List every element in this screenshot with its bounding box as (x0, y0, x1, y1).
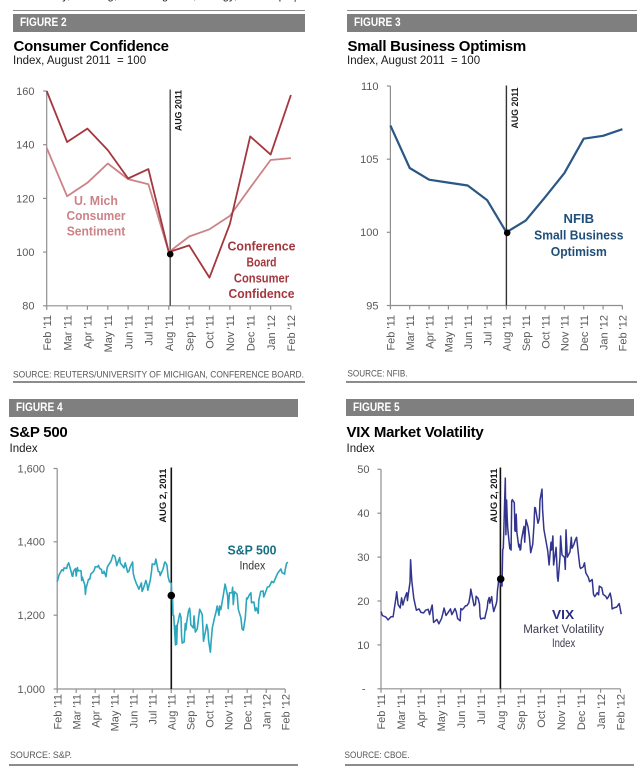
svg-text:50: 50 (357, 464, 369, 476)
svg-text:100: 100 (360, 227, 378, 239)
svg-text:SOURCE: S&P.: SOURCE: S&P. (10, 750, 72, 760)
svg-text:Sep '11: Sep '11 (516, 694, 528, 730)
svg-text:-: - (362, 684, 366, 696)
svg-text:Dec '11: Dec '11 (242, 694, 254, 730)
svg-text:Aug '11: Aug '11 (496, 694, 508, 730)
svg-text:Jul '11: Jul '11 (482, 315, 494, 346)
svg-text:Nov '11: Nov '11 (225, 315, 237, 351)
svg-text:U. Mich: U. Mich (74, 194, 118, 208)
svg-text:Sep '11: Sep '11 (521, 315, 533, 351)
svg-text:Feb '11: Feb '11 (376, 694, 388, 730)
svg-text:105: 105 (360, 154, 378, 166)
svg-text:Board: Board (247, 255, 277, 270)
svg-text:Apr '11: Apr '11 (90, 694, 102, 728)
svg-text:95: 95 (366, 300, 378, 312)
svg-text:Sentiment: Sentiment (67, 224, 126, 238)
svg-text:SOURCE: NFIB.: SOURCE: NFIB. (348, 369, 408, 379)
svg-text:SOURCE: CBOE.: SOURCE: CBOE. (345, 750, 410, 760)
svg-text:160: 160 (16, 86, 34, 98)
svg-text:Jan '12: Jan '12 (266, 315, 278, 350)
svg-text:Nov '11: Nov '11 (223, 694, 235, 730)
svg-text:1,000: 1,000 (17, 684, 45, 696)
svg-text:Oct '11: Oct '11 (204, 694, 216, 728)
svg-text:Jul '11: Jul '11 (476, 694, 488, 725)
svg-text:NFIB: NFIB (564, 211, 595, 226)
svg-text:Consumer: Consumer (234, 270, 289, 285)
svg-text:AUG 2, 2011: AUG 2, 2011 (158, 469, 168, 523)
svg-text:Index: Index (240, 561, 266, 573)
svg-text:Feb '11: Feb '11 (52, 694, 64, 730)
svg-text:110: 110 (361, 81, 379, 93)
svg-text:Apr '11: Apr '11 (83, 315, 95, 349)
svg-text:1,600: 1,600 (17, 463, 45, 475)
svg-text:Dec '11: Dec '11 (245, 315, 257, 351)
svg-text:40: 40 (357, 508, 369, 520)
svg-text:AUG 2, 2011: AUG 2, 2011 (489, 469, 499, 523)
svg-text:SOURCE: REUTERS/UNIVERSITY OF: SOURCE: REUTERS/UNIVERSITY OF MICHIGAN, … (13, 369, 304, 379)
svg-text:Jun '11: Jun '11 (123, 315, 135, 349)
svg-text:80: 80 (22, 301, 34, 313)
svg-text:Sep '11: Sep '11 (184, 315, 196, 351)
svg-text:AUG 2011: AUG 2011 (510, 88, 520, 129)
svg-text:Consumer: Consumer (67, 209, 126, 223)
svg-text:140: 140 (16, 140, 34, 152)
svg-text:1,400: 1,400 (17, 537, 45, 549)
svg-text:10: 10 (357, 640, 369, 652)
svg-text:Mar '11: Mar '11 (62, 315, 74, 351)
svg-text:Nov '11: Nov '11 (556, 694, 568, 730)
svg-text:Feb '12: Feb '12 (286, 315, 298, 351)
svg-text:Dec '11: Dec '11 (579, 315, 591, 351)
svg-text:Feb '11: Feb '11 (386, 315, 398, 351)
svg-text:Oct '11: Oct '11 (536, 694, 548, 728)
svg-text:Optimism: Optimism (551, 244, 607, 259)
svg-text:Small Business: Small Business (534, 228, 623, 243)
svg-text:Jan '12: Jan '12 (598, 315, 610, 350)
svg-text:Aug '11: Aug '11 (164, 315, 176, 351)
svg-text:Apr '11: Apr '11 (424, 315, 436, 349)
svg-text:Market Volatility: Market Volatility (523, 624, 604, 636)
svg-text:Conference: Conference (228, 239, 296, 254)
svg-text:30: 30 (357, 552, 369, 564)
svg-text:Jul '11: Jul '11 (147, 694, 159, 725)
svg-text:AUG 2011: AUG 2011 (174, 90, 184, 131)
svg-text:Mar '11: Mar '11 (405, 315, 417, 351)
svg-text:Jan '12: Jan '12 (596, 694, 608, 729)
svg-text:Jan '12: Jan '12 (261, 694, 273, 729)
svg-text:Aug '11: Aug '11 (502, 315, 514, 351)
svg-text:Oct '11: Oct '11 (205, 315, 217, 349)
svg-text:Aug '11: Aug '11 (166, 694, 178, 730)
svg-text:Jun '11: Jun '11 (456, 694, 468, 728)
svg-text:Feb '12: Feb '12 (618, 315, 630, 351)
svg-text:Nov '11: Nov '11 (560, 315, 572, 351)
svg-text:100: 100 (16, 247, 34, 259)
svg-text:Apr '11: Apr '11 (416, 694, 428, 728)
svg-text:Mar '11: Mar '11 (71, 694, 83, 730)
svg-text:20: 20 (357, 596, 369, 608)
svg-text:Oct '11: Oct '11 (540, 315, 552, 349)
svg-text:VIX: VIX (552, 607, 574, 622)
svg-text:Jun '11: Jun '11 (128, 694, 140, 728)
svg-text:May '11: May '11 (444, 315, 456, 352)
svg-text:Mar '11: Mar '11 (396, 694, 408, 730)
svg-text:Index: Index (552, 638, 575, 650)
svg-text:May '11: May '11 (109, 694, 121, 731)
svg-text:Feb '12: Feb '12 (280, 694, 292, 730)
svg-text:Jul '11: Jul '11 (144, 315, 156, 346)
svg-text:S&P 500: S&P 500 (228, 543, 277, 558)
svg-text:Dec '11: Dec '11 (576, 694, 588, 730)
svg-text:May '11: May '11 (436, 694, 448, 731)
svg-text:Feb '11: Feb '11 (42, 315, 54, 351)
svg-text:120: 120 (16, 193, 34, 205)
svg-text:Jun '11: Jun '11 (463, 315, 475, 349)
svg-text:May '11: May '11 (103, 315, 115, 352)
svg-text:Confidence: Confidence (229, 286, 295, 301)
svg-text:Sep '11: Sep '11 (185, 694, 197, 730)
svg-text:1,200: 1,200 (17, 610, 45, 622)
svg-text:Feb '12: Feb '12 (616, 694, 628, 730)
